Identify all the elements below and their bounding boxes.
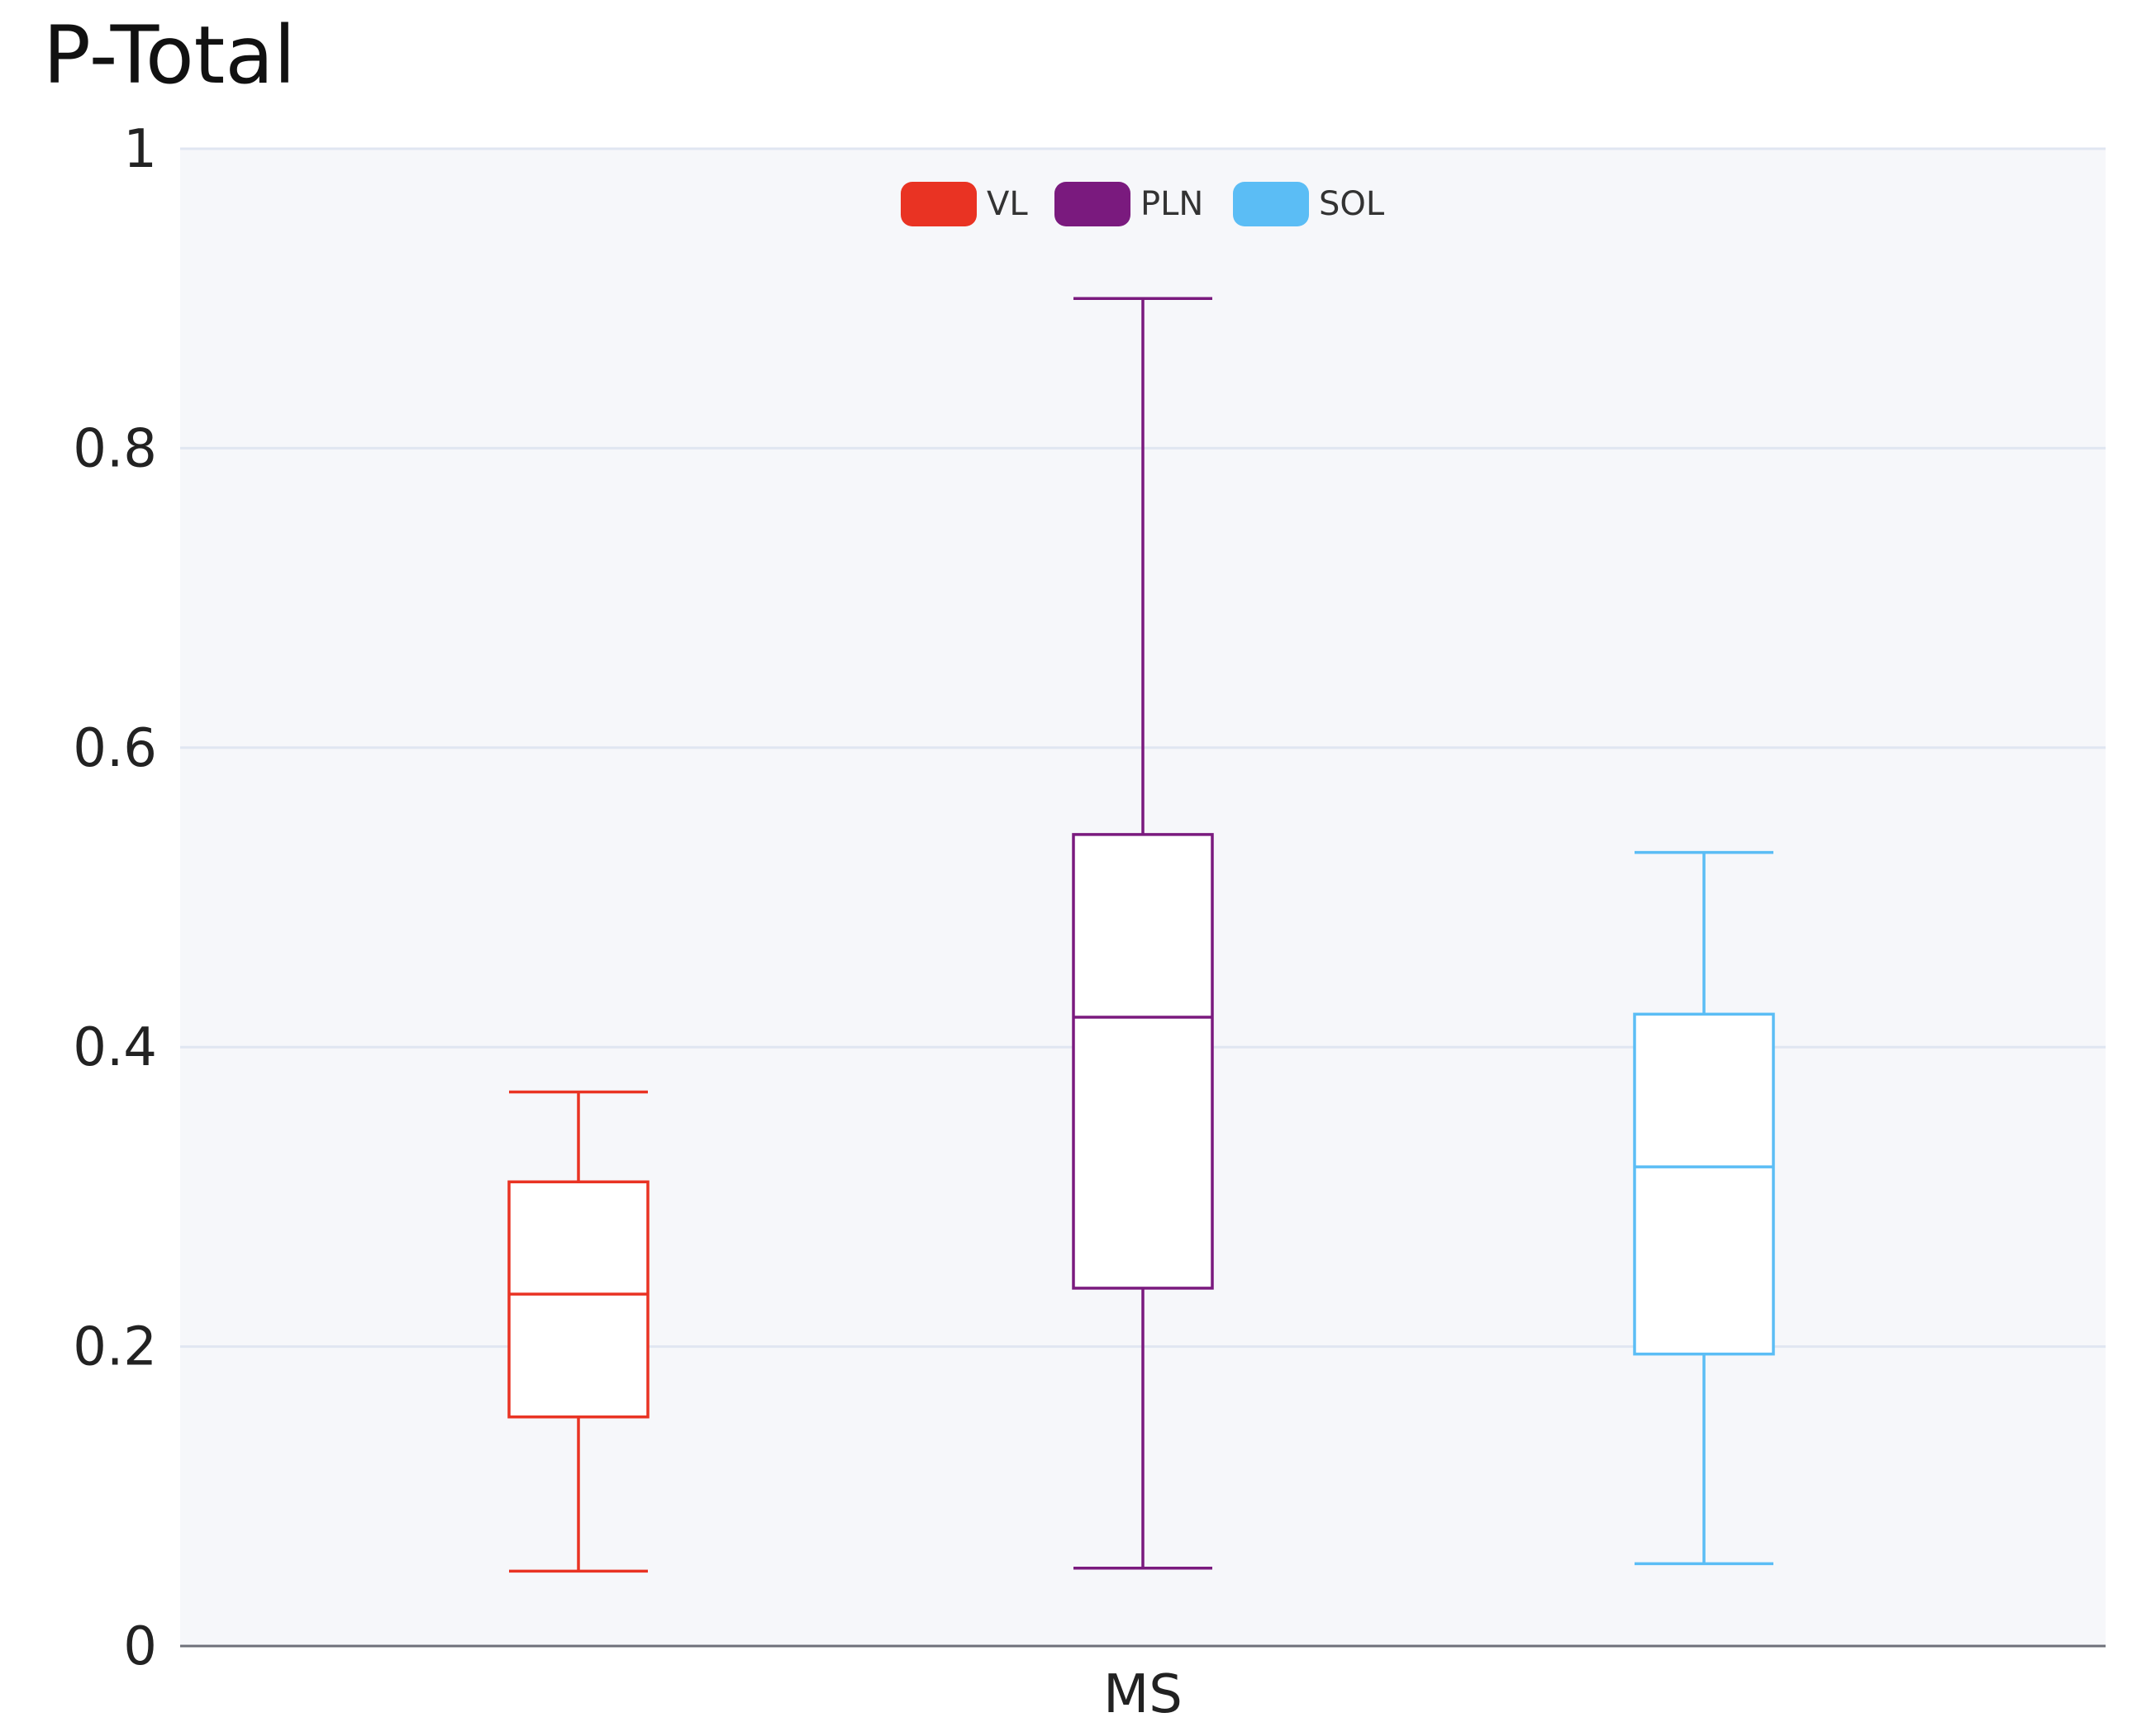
iqr-box (1072, 833, 1214, 1290)
legend-label: VL (987, 185, 1028, 223)
y-tick-label: 0.8 (73, 418, 157, 479)
x-category-label: MS (1103, 1664, 1183, 1725)
legend-label: PLN (1140, 185, 1203, 223)
legend-swatch (1233, 182, 1309, 226)
legend-swatch (1054, 182, 1130, 226)
box-vl (507, 1090, 650, 1573)
legend-label: SOL (1319, 185, 1385, 223)
y-tick-label: 0.4 (73, 1017, 157, 1078)
legend-item-pln[interactable]: PLN (1054, 182, 1203, 226)
box-sol (1633, 850, 1775, 1566)
chart-title: P-Total (43, 9, 296, 102)
iqr-box (1633, 1012, 1775, 1356)
y-tick-label: 0 (123, 1616, 157, 1677)
iqr-box (507, 1180, 650, 1419)
y-tick-label: 0.6 (73, 718, 157, 779)
legend-swatch (901, 182, 977, 226)
y-tick-label: 0.2 (73, 1317, 157, 1378)
legend-item-sol[interactable]: SOL (1233, 182, 1385, 226)
legend[interactable]: VL PLN SOL (901, 182, 1385, 226)
y-axis-tick-labels: 0 0.2 0.4 0.6 0.8 1 (73, 119, 157, 1677)
boxes (507, 297, 1775, 1573)
y-tick-label: 1 (123, 119, 157, 180)
box-pln (1072, 297, 1214, 1570)
legend-item-vl[interactable]: VL (901, 182, 1028, 226)
